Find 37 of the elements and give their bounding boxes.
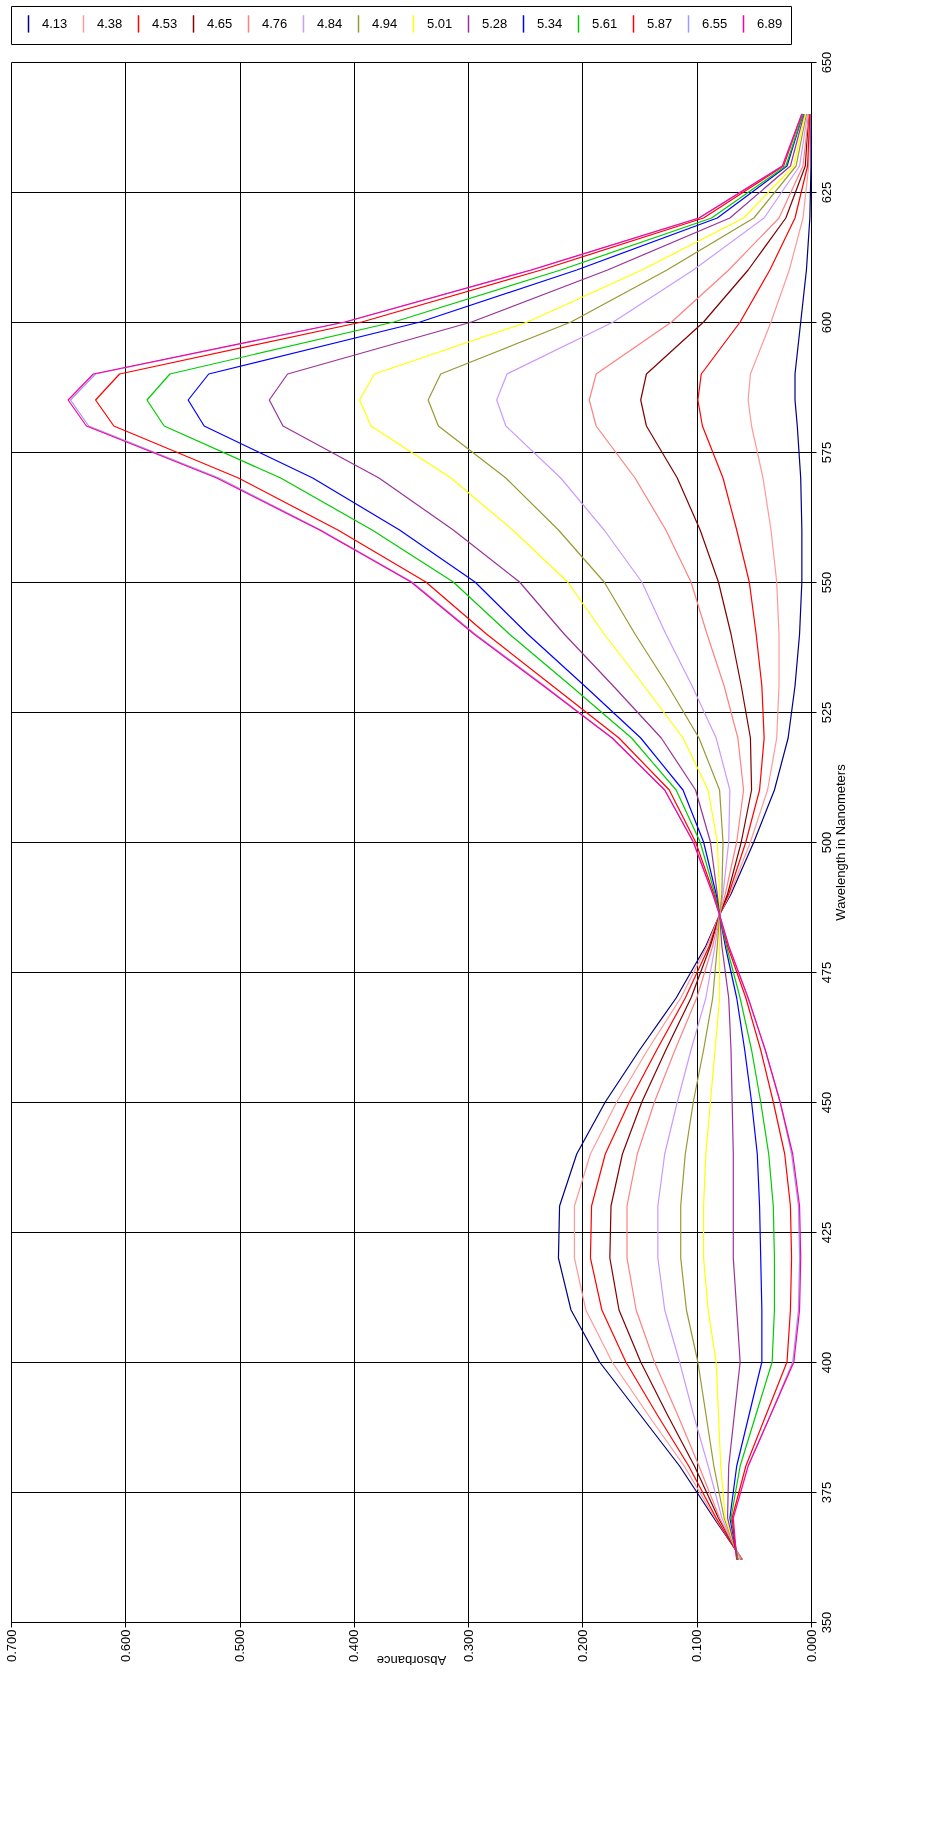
x-tick-label: 0.400 <box>346 1629 362 1663</box>
legend-label: 4.94 <box>372 15 398 31</box>
legend-label: 5.01 <box>427 15 453 31</box>
legend-label: 4.53 <box>152 15 178 31</box>
legend-label: 6.89 <box>757 15 783 31</box>
legend-label: 4.76 <box>262 15 288 31</box>
y-tick-label: 650 <box>818 51 834 74</box>
legend-label: 4.65 <box>207 15 233 31</box>
y-tick-label: 450 <box>818 1091 834 1114</box>
y-tick-label: 400 <box>818 1351 834 1374</box>
x-tick-label: 0.100 <box>689 1629 705 1663</box>
legend-label: 5.28 <box>482 15 508 31</box>
x-tick-label: 0.300 <box>460 1629 476 1663</box>
legend-label: 6.55 <box>702 15 728 31</box>
y-axis-title: Wavelength in Nanometers <box>832 763 848 921</box>
y-tick-label: 525 <box>818 701 834 724</box>
y-tick-label: 475 <box>818 961 834 984</box>
y-tick-label: 500 <box>818 831 834 854</box>
y-tick-label: 350 <box>818 1611 834 1634</box>
legend-label: 5.61 <box>592 15 618 31</box>
legend-label: 4.84 <box>317 15 343 31</box>
y-tick-label: 425 <box>818 1221 834 1244</box>
x-tick-label: 0.200 <box>574 1629 590 1663</box>
y-tick-label: 575 <box>818 441 834 464</box>
x-axis-title: Absorbance <box>376 1653 447 1669</box>
y-tick-label: 625 <box>818 181 834 204</box>
x-tick-label: 0.000 <box>803 1629 819 1663</box>
y-tick-label: 375 <box>818 1481 834 1504</box>
x-tick-label: 0.700 <box>3 1629 19 1663</box>
legend-label: 5.34 <box>537 15 563 31</box>
legend-label: 4.38 <box>97 15 123 31</box>
legend-label: 4.13 <box>42 15 68 31</box>
x-tick-label: 0.600 <box>117 1629 133 1663</box>
x-tick-label: 0.500 <box>232 1629 248 1663</box>
y-tick-label: 550 <box>818 571 834 594</box>
y-tick-label: 600 <box>818 311 834 334</box>
legend-label: 5.87 <box>647 15 673 31</box>
